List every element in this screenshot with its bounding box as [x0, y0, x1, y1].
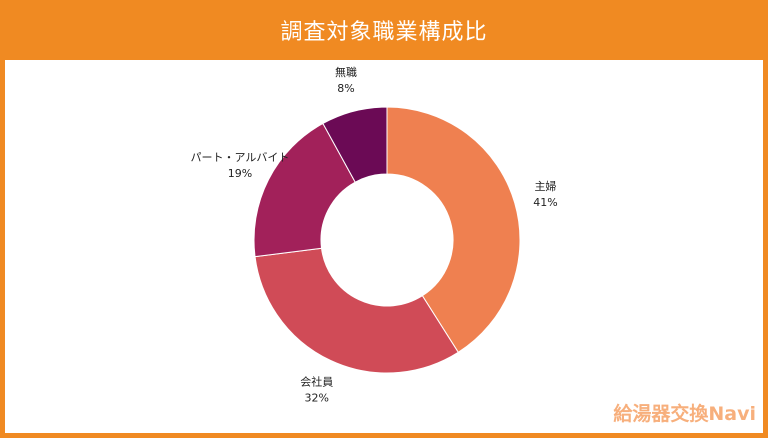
slice-2 — [253, 122, 356, 258]
slice-value-3: 8% — [337, 82, 354, 95]
slice-value-0: 41% — [533, 196, 557, 209]
slice-label-3: 無職 — [335, 65, 357, 79]
slice-label-2: パート・アルバイト — [191, 151, 290, 164]
slice-3 — [322, 106, 388, 183]
chart-panel: 主婦 41% 会社員 32% パート・アルバイト 19% 無職 8% — [5, 60, 763, 433]
brand-watermark: 給湯器交換Navi — [613, 403, 756, 425]
donut-chart: 主婦 41% 会社員 32% パート・アルバイト 19% 無職 8% — [191, 65, 558, 404]
slice-label-0: 主婦 — [534, 179, 556, 193]
slice-value-2: 19% — [228, 167, 252, 180]
slice-1 — [254, 247, 459, 374]
slice-0 — [386, 106, 521, 353]
slice-value-1: 32% — [305, 391, 329, 404]
chart-title: 調査対象職業構成比 — [280, 20, 488, 45]
slice-label-1: 会社員 — [300, 374, 333, 388]
